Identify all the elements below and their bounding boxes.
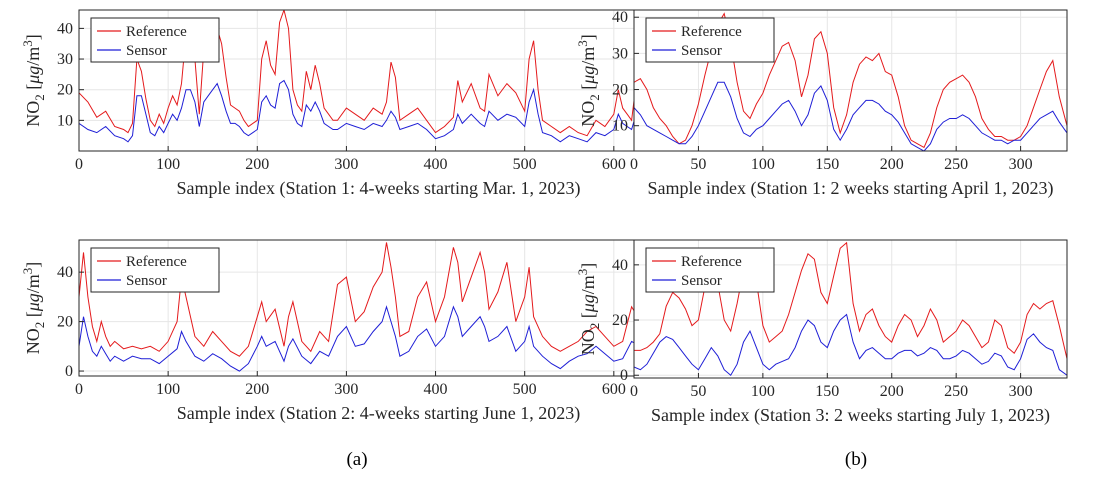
series-line-reference [79,10,678,137]
legend-box [645,17,775,63]
x-tick-label: 300 [1009,383,1033,400]
legend-label-reference: Reference [126,24,187,40]
x-tick-label: 100 [156,156,180,173]
y-tick-label: 30 [57,51,73,68]
x-tick-label: 500 [513,156,537,173]
x-axis-label: Sample index (Station 2: 4-weeks startin… [177,403,580,424]
x-tick-label: 50 [690,156,706,173]
series-line-sensor [79,77,678,143]
y-tick-label: 40 [612,9,628,26]
chart-panel-4: 0 50 100 150 200 250 300 0 20 40 Sample index (Sta… [575,239,1068,426]
y-tick-label: 10 [57,112,73,129]
x-tick-label: 0 [75,156,83,173]
legend-label-sensor: Sensor [681,43,722,59]
x-tick-label: 50 [690,383,706,400]
legend-label-reference: Reference [126,254,187,270]
x-tick-label: 400 [424,381,448,398]
x-tick-label: 150 [815,156,839,173]
x-tick-label: 100 [156,381,180,398]
y-axis-label: NO2 [μg/m3] [20,34,47,127]
x-tick-label: 300 [334,156,358,173]
legend-box [90,247,220,293]
legend-label-sensor: Sensor [681,273,722,289]
legend-label-sensor: Sensor [126,43,167,59]
y-tick-label: 40 [57,264,73,281]
y-tick-label: 30 [612,45,628,62]
legend: Reference Sensor [645,247,775,293]
y-tick-label: 20 [612,312,628,329]
x-tick-label: 200 [880,383,904,400]
x-tick-label: 100 [751,383,775,400]
y-axis-label: NO2 [μg/m3] [575,34,602,127]
x-tick-label: 200 [245,381,269,398]
x-tick-label: 100 [751,156,775,173]
x-axis-label: Sample index (Station 3: 2 weeks startin… [651,405,1050,426]
x-tick-label: 600 [602,381,626,398]
y-tick-label: 20 [612,82,628,99]
x-tick-label: 600 [602,156,626,173]
x-tick-label: 200 [245,156,269,173]
y-tick-label: 0 [620,367,628,384]
x-tick-label: 0 [630,156,638,173]
subfigure-label-a: (a) [346,449,367,470]
legend: Reference Sensor [90,17,220,63]
axes-frame [633,239,1068,379]
legend-box [645,247,775,293]
x-tick-label: 400 [424,156,448,173]
legend-label-sensor: Sensor [126,273,167,289]
axes-frame [633,9,1068,152]
legend-label-reference: Reference [681,254,742,270]
y-axis-label: NO2 [μg/m3] [575,263,602,356]
series-line-sensor [79,305,678,372]
y-tick-label: 40 [612,257,628,274]
y-tick-label: 20 [57,82,73,99]
series-line-sensor [634,313,1067,376]
y-tick-label: 20 [57,314,73,331]
x-tick-label: 150 [815,383,839,400]
series-line-sensor [634,81,1067,151]
x-tick-label: 250 [944,383,968,400]
y-tick-label: 40 [57,20,73,37]
y-tick-label: 0 [65,363,73,380]
x-tick-label: 0 [630,383,638,400]
x-tick-label: 200 [880,156,904,173]
series-line-reference [634,12,1067,149]
x-tick-label: 250 [944,156,968,173]
series-line-reference [79,242,678,357]
chart-panel-2: 0 50 100 150 200 250 300 10 20 30 40 Sample index (… [575,9,1068,199]
y-tick-label: 10 [612,118,628,135]
x-axis-label: Sample index (Station 1: 2 weeks startin… [648,178,1054,199]
x-axis-label: Sample index (Station 1: 4-weeks startin… [177,178,581,199]
x-tick-label: 500 [513,381,537,398]
x-tick-label: 300 [334,381,358,398]
subfigure-label-b: (b) [845,449,867,470]
x-tick-label: 0 [75,381,83,398]
legend-box [90,17,220,63]
legend: Reference Sensor [90,247,220,293]
x-tick-label: 300 [1009,156,1033,173]
legend-label-reference: Reference [681,24,742,40]
y-axis-label: NO2 [μg/m3] [20,262,47,355]
legend: Reference Sensor [645,17,775,63]
